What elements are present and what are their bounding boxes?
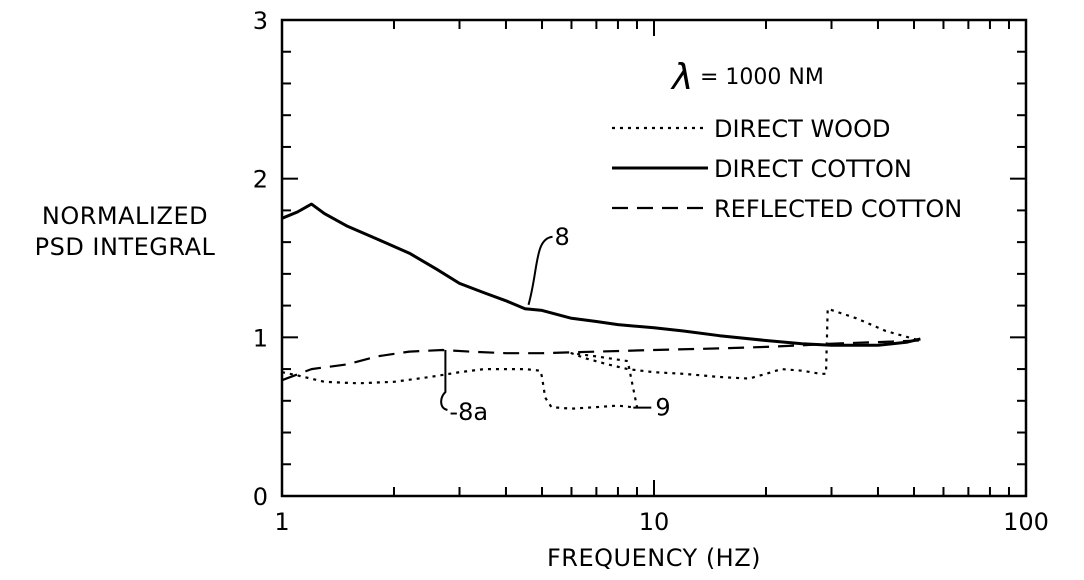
plot-frame — [280, 18, 1028, 498]
y-tick-label: 3 — [253, 7, 268, 35]
annotation-8a-label: -8a — [449, 398, 488, 426]
y-tick-label: 2 — [253, 166, 268, 194]
y-axis-label-line-1: NORMALIZED — [41, 202, 209, 230]
series-direct-wood — [281, 307, 921, 410]
x-tick-label: 10 — [639, 508, 670, 536]
y-tick-label: 1 — [253, 324, 268, 352]
legend-lambda-symbol: λ — [670, 57, 693, 98]
legend-label: DIRECT WOOD — [714, 115, 890, 143]
x-tick-label: 1 — [274, 508, 289, 536]
series-layer — [281, 202, 921, 410]
legend-title: = 1000 NM — [700, 65, 824, 90]
legend-label: REFLECTED COTTON — [714, 195, 962, 223]
annotation-8a-leader — [440, 350, 448, 411]
annotation-8-leader — [527, 235, 553, 306]
x-tick-label: 100 — [1003, 508, 1049, 536]
annotations-layer: 8 -8a 9 — [440, 223, 671, 426]
x-axis-label: FREQUENCY (HZ) — [547, 544, 761, 572]
annotation-9-label: 9 — [655, 394, 670, 422]
legend: λ = 1000 NM DIRECT WOOD DIRECT COTTON REFL… — [612, 57, 962, 223]
series-reflected-cotton — [281, 339, 921, 382]
y-axis-label-line-2: PSD INTEGRAL — [34, 233, 216, 261]
legend-label: DIRECT COTTON — [714, 155, 912, 183]
series-direct-cotton — [281, 202, 921, 347]
annotation-8-label: 8 — [555, 223, 570, 251]
y-tick-label: 0 — [253, 483, 268, 511]
axis-ticks — [281, 19, 1027, 497]
